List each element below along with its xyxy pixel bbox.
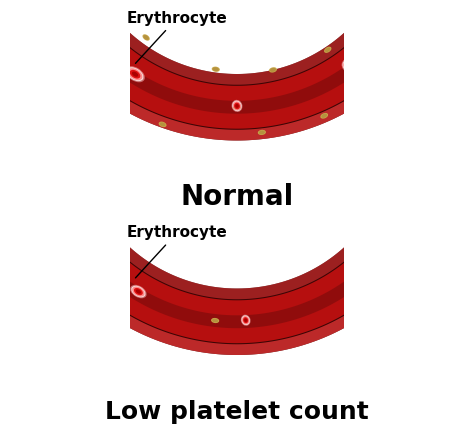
Ellipse shape <box>128 68 142 80</box>
Ellipse shape <box>349 268 361 281</box>
Ellipse shape <box>130 70 140 79</box>
Ellipse shape <box>345 61 352 69</box>
Ellipse shape <box>212 66 220 72</box>
Ellipse shape <box>233 105 241 110</box>
Ellipse shape <box>244 318 247 322</box>
Polygon shape <box>43 201 431 343</box>
Ellipse shape <box>136 290 141 294</box>
Ellipse shape <box>399 52 404 57</box>
Text: Platelet: Platelet <box>0 428 1 429</box>
Ellipse shape <box>258 130 266 135</box>
Ellipse shape <box>373 5 377 10</box>
Ellipse shape <box>325 48 330 52</box>
Ellipse shape <box>160 122 165 127</box>
Polygon shape <box>32 196 442 355</box>
Polygon shape <box>32 5 442 140</box>
Ellipse shape <box>370 293 377 300</box>
Ellipse shape <box>320 113 328 119</box>
Ellipse shape <box>127 67 144 81</box>
Ellipse shape <box>372 4 378 11</box>
Ellipse shape <box>269 67 277 73</box>
Ellipse shape <box>144 35 149 40</box>
Ellipse shape <box>52 28 58 35</box>
Ellipse shape <box>234 103 240 109</box>
Text: Normal: Normal <box>181 183 293 211</box>
Polygon shape <box>56 208 418 328</box>
Ellipse shape <box>76 73 82 80</box>
Text: Erythrocyte: Erythrocyte <box>127 11 228 63</box>
Ellipse shape <box>243 317 248 323</box>
Polygon shape <box>43 0 431 129</box>
Polygon shape <box>32 0 442 140</box>
Ellipse shape <box>241 315 250 325</box>
Ellipse shape <box>132 287 145 296</box>
Ellipse shape <box>93 226 98 232</box>
Ellipse shape <box>134 288 143 295</box>
Ellipse shape <box>130 285 146 298</box>
Ellipse shape <box>99 13 103 18</box>
Polygon shape <box>82 196 392 299</box>
Ellipse shape <box>342 58 355 72</box>
Ellipse shape <box>324 47 331 53</box>
Ellipse shape <box>93 225 99 233</box>
Polygon shape <box>56 0 418 114</box>
Ellipse shape <box>241 314 251 326</box>
Ellipse shape <box>53 29 57 34</box>
Ellipse shape <box>234 106 240 109</box>
Ellipse shape <box>321 114 327 118</box>
Ellipse shape <box>270 68 276 72</box>
Ellipse shape <box>143 34 150 41</box>
Ellipse shape <box>159 121 166 127</box>
Ellipse shape <box>346 63 351 67</box>
Ellipse shape <box>343 59 354 71</box>
Ellipse shape <box>233 101 241 111</box>
Ellipse shape <box>231 100 243 112</box>
Ellipse shape <box>235 104 239 108</box>
Ellipse shape <box>213 67 219 71</box>
Ellipse shape <box>242 316 249 324</box>
Ellipse shape <box>131 286 146 297</box>
Text: Erythrocyte: Erythrocyte <box>127 225 228 278</box>
Ellipse shape <box>398 51 404 58</box>
Text: Platelet: Platelet <box>0 428 1 429</box>
Text: Low platelet count: Low platelet count <box>105 400 369 424</box>
Ellipse shape <box>98 12 104 19</box>
Ellipse shape <box>211 318 219 323</box>
Ellipse shape <box>77 74 82 79</box>
Polygon shape <box>32 220 442 355</box>
Ellipse shape <box>350 269 361 280</box>
Ellipse shape <box>125 66 145 82</box>
Ellipse shape <box>353 272 357 277</box>
Ellipse shape <box>371 294 376 299</box>
Ellipse shape <box>259 130 265 134</box>
Polygon shape <box>82 0 392 85</box>
Ellipse shape <box>352 271 358 278</box>
Ellipse shape <box>350 270 360 279</box>
Ellipse shape <box>212 319 218 323</box>
Ellipse shape <box>232 101 242 111</box>
Ellipse shape <box>343 60 354 70</box>
Ellipse shape <box>132 72 138 77</box>
